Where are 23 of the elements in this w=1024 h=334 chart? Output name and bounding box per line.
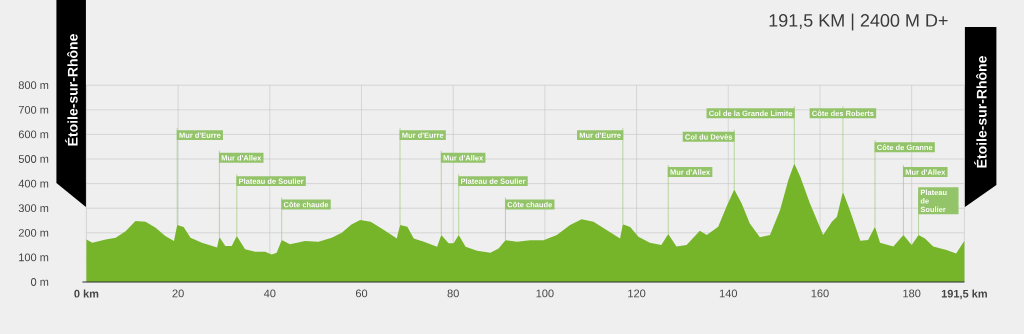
y-tick-label: 0 m bbox=[30, 278, 49, 286]
x-tick-label: 40 bbox=[263, 289, 276, 298]
x-tick-label: 60 bbox=[355, 289, 368, 298]
x-tick-label: 180 bbox=[903, 289, 921, 298]
x-tick-label: 191,5 km bbox=[941, 289, 987, 300]
x-tick-label: 140 bbox=[719, 289, 738, 298]
y-tick-label: 200 m bbox=[18, 228, 49, 237]
x-tick-label: 0 km bbox=[74, 289, 99, 298]
x-tick-label: 100 bbox=[536, 289, 554, 298]
y-tick-label: 800 m bbox=[18, 81, 49, 90]
y-tick-label: 100 m bbox=[19, 253, 49, 262]
y-tick-label: 700 m bbox=[18, 105, 49, 114]
y-tick-label: 400 m bbox=[18, 179, 49, 188]
x-tick-label: 120 bbox=[628, 289, 646, 298]
text: Étoile-sur-Rhône bbox=[974, 56, 987, 168]
y-tick-label: 300 m bbox=[18, 204, 49, 213]
y-tick-label: 600 m bbox=[18, 130, 49, 139]
x-tick-label: 20 bbox=[172, 289, 184, 298]
x-tick-label: 80 bbox=[447, 289, 459, 298]
x-tick-label: 160 bbox=[811, 289, 829, 298]
text: Étoile-sur-Rhône bbox=[65, 34, 78, 146]
chart-title: 191,5 KM | 2400 M D+ bbox=[769, 13, 948, 31]
y-tick-label: 500 m bbox=[18, 155, 49, 163]
